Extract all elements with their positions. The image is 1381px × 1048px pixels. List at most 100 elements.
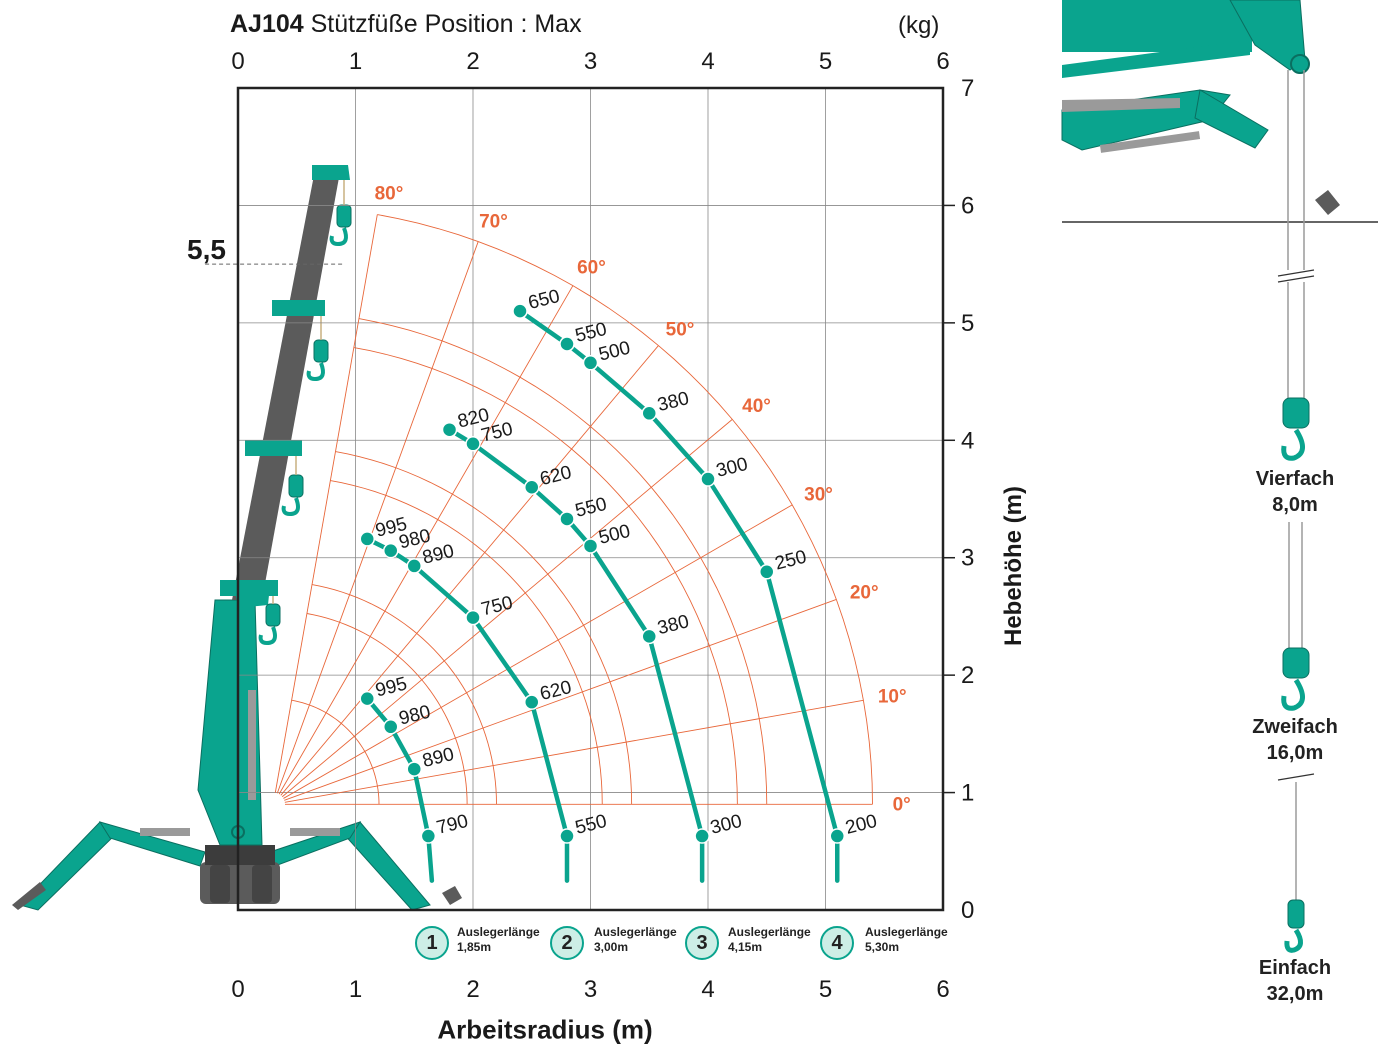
y-tick-label: 6 — [961, 192, 974, 219]
boom-4-length: Auslegerlänge 5,30m — [865, 925, 948, 955]
chart-title: AJ104 Stützfüße Position : Max — [230, 10, 582, 39]
load-point — [524, 479, 540, 496]
load-point — [512, 303, 528, 319]
x-tick-label: 2 — [466, 976, 479, 1003]
angle-guides: 0° 10° 20° 30° 40° 50° 60° 70° 80° — [274, 184, 911, 815]
angle-label: 20° — [850, 582, 879, 603]
x-tick-label-top: 2 — [466, 48, 479, 75]
angle-label: 70° — [479, 212, 508, 233]
load-label: 550 — [573, 811, 609, 839]
load-point — [465, 609, 481, 626]
x-tick-label-top: 4 — [701, 48, 714, 75]
x-tick-label-top: 1 — [349, 48, 362, 75]
angle-ray — [274, 214, 378, 793]
load-point — [559, 336, 575, 352]
hook-mode-einfach: Einfach 32,0m — [1259, 955, 1331, 1007]
angle-label: 30° — [804, 484, 833, 505]
load-point — [441, 421, 458, 438]
load-point — [383, 542, 399, 559]
boom-text: Auslegerlänge — [728, 925, 811, 939]
load-label: 790 — [434, 811, 470, 839]
hook-mode-length: 16,0m — [1266, 742, 1324, 764]
x-tick-label-top: 3 — [584, 48, 597, 75]
hook-mode-label: Zweifach — [1252, 716, 1338, 738]
boom-text: Auslegerlänge — [457, 925, 540, 939]
hook-mode-label: Vierfach — [1255, 468, 1335, 490]
boom-length-value: 1,85m — [457, 940, 492, 954]
load-label: 620 — [538, 677, 574, 705]
y-tick-label: 2 — [961, 662, 974, 689]
load-point — [582, 538, 599, 554]
x-tick-label: 1 — [349, 976, 362, 1003]
hook-mode-length: 32,0m — [1266, 983, 1324, 1005]
load-point — [829, 828, 845, 844]
load-point — [582, 355, 599, 371]
load-point — [406, 761, 422, 777]
height-annotation: 5,5 — [187, 234, 226, 265]
load-point — [641, 628, 657, 645]
x-tick-label-top: 5 — [819, 48, 832, 75]
hook-mode-zweifach: Zweifach 16,0m — [1252, 714, 1338, 766]
angle-label: 50° — [666, 319, 695, 340]
load-point — [559, 828, 575, 844]
angle-ray — [284, 599, 837, 801]
x-axis-label: Arbeitsradius (m) — [437, 1014, 653, 1045]
load-point — [559, 511, 575, 527]
angle-ray — [281, 419, 733, 798]
load-label: 550 — [573, 494, 609, 522]
y-tick-label: 3 — [961, 545, 974, 572]
hook-mode-length: 8,0m — [1272, 494, 1318, 516]
load-point — [759, 564, 775, 580]
unit-label: (kg) — [898, 12, 940, 39]
chart-subtitle: Stützfüße Position : Max — [310, 10, 582, 38]
load-label: 500 — [597, 521, 633, 549]
load-label: 500 — [597, 338, 633, 366]
x-tick-label: 5 — [819, 976, 832, 1003]
x-tick-label: 6 — [936, 976, 949, 1003]
load-label: 995 — [373, 673, 409, 701]
y-tick-label: 4 — [961, 427, 974, 454]
load-point — [359, 531, 375, 547]
load-label: 650 — [526, 286, 562, 314]
load-point — [420, 828, 437, 844]
boom-3-length: Auslegerlänge 4,15m — [728, 925, 811, 955]
load-point — [406, 558, 422, 574]
angle-label: 40° — [742, 396, 771, 417]
angle-ray — [276, 241, 479, 794]
plot-frame — [236, 86, 945, 912]
x-tick-label: 3 — [584, 976, 597, 1003]
boom-2-badge: 2 — [550, 926, 584, 960]
hook-mode-label: Einfach — [1258, 957, 1332, 979]
angle-ray — [280, 345, 659, 796]
y-tick-label: 1 — [961, 780, 974, 807]
load-label: 300 — [708, 811, 744, 839]
y-axis-label: Hebehöhe (m) — [1000, 485, 1027, 647]
load-point — [524, 694, 540, 710]
x-tick-label-top: 0 — [231, 48, 244, 75]
load-label: 200 — [843, 811, 879, 839]
boom-4-badge: 4 — [820, 926, 854, 960]
load-curve-boom-3 — [447, 427, 705, 883]
angle-label: 0° — [893, 794, 911, 815]
load-label: 300 — [714, 454, 750, 482]
load-label: 250 — [773, 547, 809, 575]
boom-2-length: Auslegerlänge 3,00m — [594, 925, 677, 955]
load-label: 980 — [397, 702, 433, 730]
load-curves: 7908909809955506207508909809953003805005… — [359, 286, 879, 883]
load-label: 620 — [538, 462, 574, 490]
angle-label: 60° — [577, 257, 606, 278]
boom-length-value: 5,30m — [865, 940, 900, 954]
load-point — [700, 471, 716, 487]
boom-length-value: 3,00m — [594, 940, 629, 954]
y-tick-label: 0 — [961, 897, 974, 924]
x-tick-label: 4 — [701, 976, 714, 1003]
load-point — [694, 828, 710, 844]
boom-text: Auslegerlänge — [594, 925, 677, 939]
boom-text: Auslegerlänge — [865, 925, 948, 939]
boom-3-badge: 3 — [685, 926, 719, 960]
x-tick-label-top: 6 — [936, 48, 949, 75]
boom-1-badge: 1 — [415, 926, 449, 960]
angle-ray — [284, 699, 864, 803]
y-tick-label: 7 — [961, 75, 974, 102]
